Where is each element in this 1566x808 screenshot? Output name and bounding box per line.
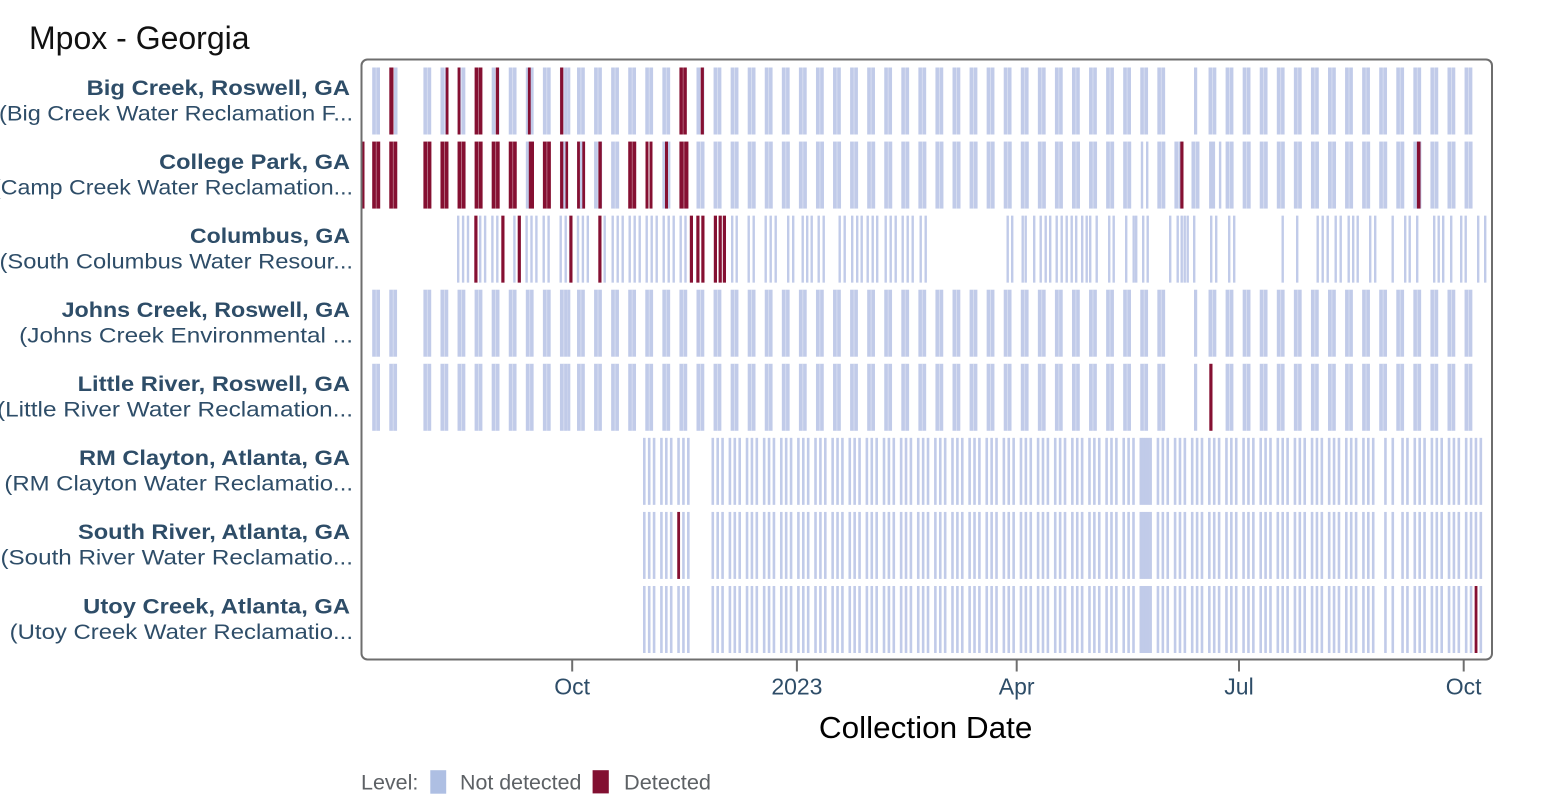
svg-text:(Utoy Creek Water Reclamatio..: (Utoy Creek Water Reclamatio... (10, 620, 353, 644)
svg-text:Columbus, GA: Columbus, GA (190, 224, 350, 248)
svg-text:(Camp Creek Water Reclamation.: (Camp Creek Water Reclamation... (0, 175, 353, 199)
svg-text:Johns Creek, Roswell, GA: Johns Creek, Roswell, GA (62, 298, 350, 322)
svg-text:Jul: Jul (1224, 674, 1253, 700)
svg-text:Apr: Apr (999, 674, 1035, 700)
svg-text:Oct: Oct (1446, 674, 1482, 700)
svg-text:South River, Atlanta, GA: South River, Atlanta, GA (78, 520, 350, 544)
svg-text:Big Creek, Roswell, GA: Big Creek, Roswell, GA (87, 76, 350, 100)
svg-text:Mpox - Georgia: Mpox - Georgia (29, 20, 250, 56)
svg-text:College Park, GA: College Park, GA (159, 150, 350, 174)
svg-text:(RM Clayton Water Reclamatio..: (RM Clayton Water Reclamatio... (4, 472, 353, 496)
svg-text:(South Columbus Water Resour..: (South Columbus Water Resour... (0, 249, 353, 273)
svg-text:RM Clayton, Atlanta, GA: RM Clayton, Atlanta, GA (79, 446, 350, 470)
svg-text:(South River Water Reclamatio.: (South River Water Reclamatio... (1, 546, 353, 570)
svg-text:Little River, Roswell, GA: Little River, Roswell, GA (78, 372, 350, 396)
svg-text:Utoy Creek, Atlanta, GA: Utoy Creek, Atlanta, GA (83, 594, 350, 618)
svg-text:Not detected: Not detected (460, 771, 581, 795)
svg-text:(Johns Creek Environmental ...: (Johns Creek Environmental ... (19, 324, 353, 348)
svg-text:Oct: Oct (554, 674, 590, 700)
svg-text:Collection Date: Collection Date (819, 710, 1033, 745)
svg-text:Detected: Detected (624, 771, 711, 795)
svg-text:(Little River Water Reclamatio: (Little River Water Reclamation... (0, 398, 353, 422)
svg-text:(Big Creek Water Reclamation F: (Big Creek Water Reclamation F... (0, 101, 353, 125)
svg-text:2023: 2023 (771, 674, 822, 700)
svg-text:Level:: Level: (361, 771, 418, 795)
